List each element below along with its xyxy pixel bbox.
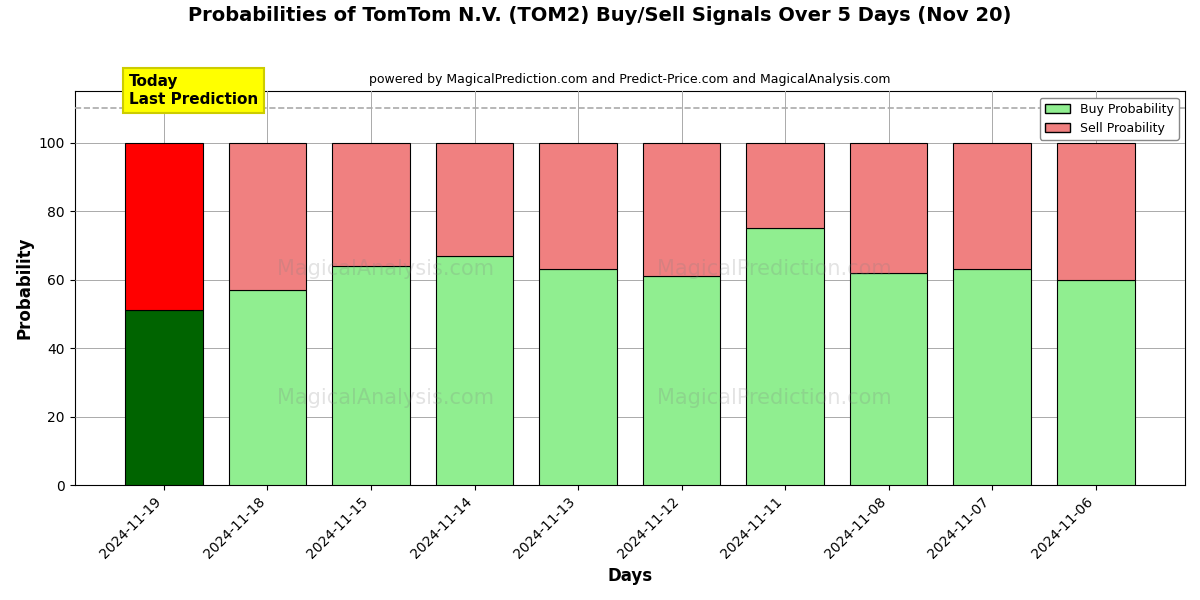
Legend: Buy Probability, Sell Proability: Buy Probability, Sell Proability: [1040, 98, 1178, 140]
Text: MagicalAnalysis.com: MagicalAnalysis.com: [277, 259, 494, 278]
Text: MagicalPrediction.com: MagicalPrediction.com: [656, 388, 892, 409]
Bar: [539, 269, 617, 485]
Bar: [436, 143, 514, 256]
Bar: [436, 256, 514, 485]
Bar: [953, 143, 1031, 269]
Bar: [1057, 280, 1134, 485]
X-axis label: Days: Days: [607, 567, 653, 585]
Bar: [643, 143, 720, 276]
Bar: [746, 143, 824, 228]
Text: Probabilities of TomTom N.V. (TOM2) Buy/Sell Signals Over 5 Days (Nov 20): Probabilities of TomTom N.V. (TOM2) Buy/…: [188, 6, 1012, 25]
Text: MagicalAnalysis.com: MagicalAnalysis.com: [277, 388, 494, 409]
Bar: [850, 273, 928, 485]
Bar: [953, 269, 1031, 485]
Text: Today
Last Prediction: Today Last Prediction: [130, 74, 258, 107]
Text: MagicalPrediction.com: MagicalPrediction.com: [656, 259, 892, 278]
Bar: [332, 143, 410, 266]
Bar: [746, 228, 824, 485]
Title: powered by MagicalPrediction.com and Predict-Price.com and MagicalAnalysis.com: powered by MagicalPrediction.com and Pre…: [370, 73, 890, 86]
Bar: [229, 143, 306, 290]
Bar: [539, 143, 617, 269]
Bar: [125, 143, 203, 310]
Bar: [643, 276, 720, 485]
Bar: [332, 266, 410, 485]
Bar: [125, 310, 203, 485]
Bar: [229, 290, 306, 485]
Y-axis label: Probability: Probability: [16, 237, 34, 340]
Bar: [850, 143, 928, 273]
Bar: [1057, 143, 1134, 280]
